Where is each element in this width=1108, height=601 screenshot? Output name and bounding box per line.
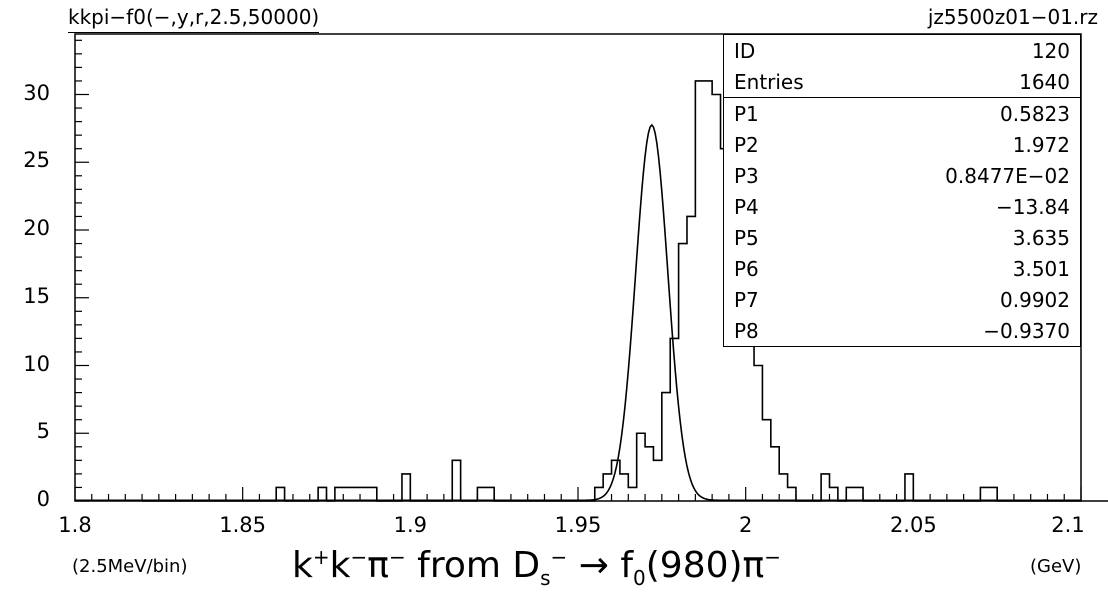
x-axis-label: k+k−π− from Ds− → f0(980)π− bbox=[292, 545, 781, 590]
stats-key: P6 bbox=[734, 256, 759, 281]
xlabel-minus1: − bbox=[350, 545, 368, 569]
fit-curve bbox=[75, 123, 1081, 502]
y-ticks bbox=[75, 39, 89, 502]
y-tick-label: 15 bbox=[23, 283, 50, 308]
stats-row: P1 0.5823 bbox=[723, 97, 1081, 129]
xlabel-pi: π bbox=[367, 545, 389, 586]
bin-width-label: (2.5MeV/bin) bbox=[72, 556, 188, 577]
stats-row: P2 1.972 bbox=[724, 129, 1081, 160]
x-tick-label: 1.9 bbox=[393, 513, 428, 537]
y-tick-label: 30 bbox=[23, 80, 50, 105]
y-tick-label: 10 bbox=[23, 351, 50, 376]
xlabel-s: s bbox=[540, 566, 551, 591]
stats-row: P5 3.635 bbox=[724, 222, 1081, 253]
xlabel-k: k bbox=[292, 545, 313, 586]
xlabel-k2: k bbox=[329, 545, 351, 586]
unit-label: (GeV) bbox=[1030, 556, 1082, 577]
stats-key: P2 bbox=[734, 132, 759, 157]
stats-value: 1640 bbox=[1019, 69, 1070, 94]
x-tick-label: 2 bbox=[738, 513, 753, 537]
stats-row: ID 120 bbox=[724, 35, 1081, 67]
xlabel-mass: (980)π bbox=[645, 545, 765, 586]
stats-value: 0.9902 bbox=[1000, 287, 1070, 312]
stats-key: Entries bbox=[734, 69, 804, 94]
stats-key: P1 bbox=[723, 97, 861, 129]
y-tick-label: 20 bbox=[23, 216, 50, 240]
x-tick-label: 1.85 bbox=[219, 513, 267, 537]
x-tick-label: 1.95 bbox=[554, 513, 602, 537]
stats-value: 0.5823 bbox=[860, 97, 1081, 129]
xlabel-zero: 0 bbox=[633, 566, 646, 591]
stats-key: P4 bbox=[734, 194, 759, 219]
xlabel-minus2: − bbox=[388, 545, 406, 569]
stats-value: 120 bbox=[1031, 38, 1070, 63]
y-tick-label: 5 bbox=[36, 419, 50, 444]
stats-value: 3.501 bbox=[1012, 256, 1070, 281]
x-tick-label: 2.1 bbox=[1051, 513, 1085, 537]
stats-row: P8 −0.9370 bbox=[724, 315, 1081, 347]
file-name: jz5500z01−01.rz bbox=[927, 5, 1098, 29]
y-tick-label: 0 bbox=[36, 487, 50, 511]
xlabel-plus: + bbox=[312, 545, 330, 569]
stats-value: 3.635 bbox=[1012, 225, 1070, 250]
stats-value: −0.9370 bbox=[983, 318, 1070, 343]
x-ticks bbox=[74, 487, 1082, 501]
xlabel-minus4: − bbox=[764, 545, 781, 569]
stats-key: P3 bbox=[734, 163, 759, 188]
x-tick-label: 1.8 bbox=[58, 513, 92, 537]
stats-value: 0.8477E−02 bbox=[945, 163, 1070, 188]
stats-row: P3 0.8477E−02 bbox=[724, 160, 1081, 191]
stats-row: P6 3.501 bbox=[724, 253, 1081, 284]
stats-row: P7 0.9902 bbox=[724, 284, 1081, 315]
stats-value: −13.84 bbox=[995, 194, 1070, 219]
x-tick-label: 2.05 bbox=[889, 513, 937, 537]
xlabel-minus3: − bbox=[550, 545, 568, 569]
histogram-title: kkpi−f0(−,y,r,2.5,50000) bbox=[68, 2, 320, 33]
stats-key: ID bbox=[734, 38, 756, 63]
xlabel-from: from D bbox=[405, 545, 541, 586]
xlabel-arrow: → f bbox=[567, 545, 634, 586]
stats-key: P5 bbox=[734, 225, 759, 250]
stats-value: 1.972 bbox=[1012, 132, 1070, 157]
stats-box: ID 120 Entries 1640 P1 0.5823 P2 1.972 P3 0.8477E… bbox=[723, 34, 1081, 347]
stats-key: P7 bbox=[734, 287, 759, 312]
stats-key: P8 bbox=[734, 318, 759, 343]
y-tick-label: 25 bbox=[23, 148, 50, 173]
stats-row: Entries 1640 bbox=[724, 66, 1081, 98]
stats-row: P4 −13.84 bbox=[724, 191, 1081, 222]
